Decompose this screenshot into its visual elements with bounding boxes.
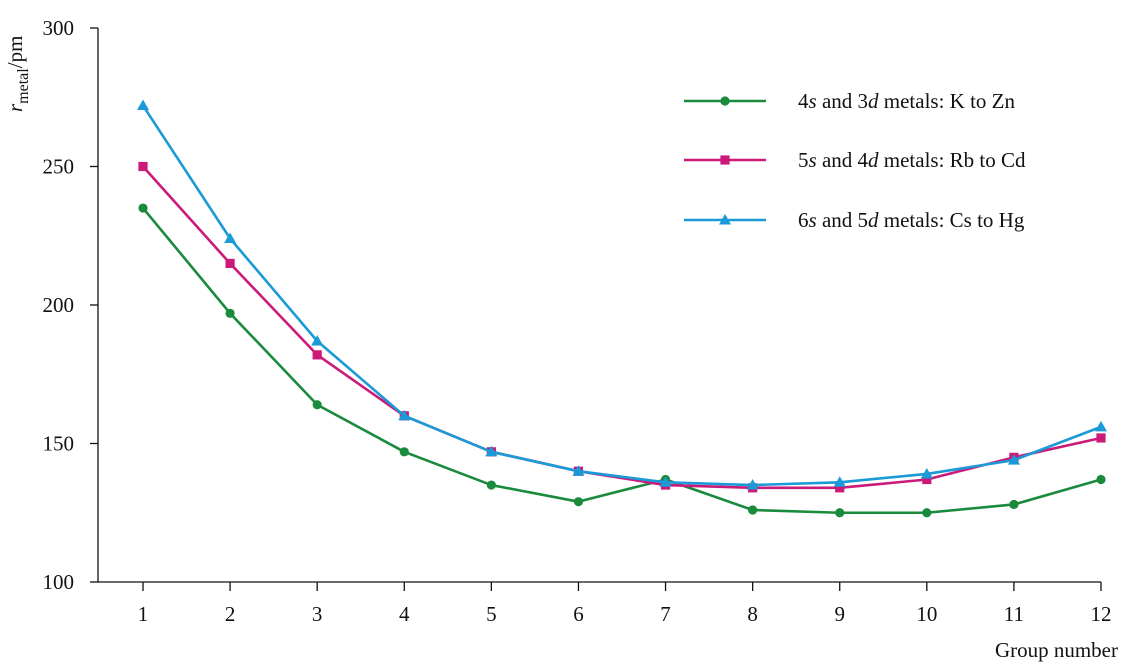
- x-tick-label: 12: [1091, 602, 1112, 626]
- data-point-triangle: [1095, 420, 1107, 432]
- data-point-square: [1096, 433, 1106, 443]
- data-point-circle: [312, 400, 322, 410]
- data-point-square: [138, 161, 148, 172]
- legend-label: 6s and 5d metals: Cs to Hg: [798, 208, 1025, 232]
- data-point-triangle: [485, 445, 498, 457]
- legend-label-part: d: [868, 148, 879, 172]
- legend-label-part: s: [809, 89, 817, 113]
- series-3: [137, 99, 1107, 490]
- data-point-triangle: [920, 467, 933, 479]
- data-point-circle: [748, 505, 758, 515]
- legend-label: 4s and 3d metals: K to Zn: [798, 89, 1015, 113]
- series-line: [142, 165, 1102, 490]
- legend-label-part: s: [809, 208, 817, 232]
- x-axis-title: Group number: [995, 638, 1118, 662]
- data-point-square: [312, 350, 322, 360]
- data-point-square: [835, 483, 845, 493]
- data-point-triangle: [398, 409, 411, 421]
- legend-item-3: 6s and 5d metals: Cs to Hg: [684, 208, 1025, 232]
- legend-label: 5s and 4d metals: Rb to Cd: [798, 148, 1026, 172]
- data-point-triangle: [311, 335, 324, 346]
- data-point-triangle: [746, 479, 759, 490]
- y-tick-label: 250: [43, 155, 75, 179]
- data-point-square: [225, 258, 235, 269]
- x-tick-label: 4: [399, 602, 410, 626]
- series-layer: [137, 99, 1107, 518]
- legend-label-part: 4: [798, 89, 809, 113]
- data-point-square: [922, 474, 932, 485]
- data-point-triangle: [1007, 454, 1020, 465]
- series-line: [141, 104, 1102, 487]
- y-tick-label: 100: [43, 570, 75, 594]
- data-point-circle: [922, 508, 932, 518]
- data-point-circle: [573, 497, 584, 507]
- data-point-triangle: [137, 99, 149, 111]
- series-line: [141, 207, 1102, 515]
- data-point-circle: [138, 203, 148, 213]
- legend-label-part: metals: K to Zn: [879, 89, 1016, 113]
- data-point-triangle: [572, 465, 585, 476]
- data-point-circle: [399, 447, 409, 457]
- legend-label-part: 5: [798, 148, 809, 172]
- x-tick-label: 6: [573, 602, 584, 626]
- data-point-circle: [486, 480, 496, 490]
- data-point-circle: [225, 308, 235, 318]
- legend-item-2: 5s and 4d metals: Rb to Cd: [684, 148, 1026, 172]
- legend-label-part: d: [868, 89, 879, 113]
- x-tick-label: 1: [138, 602, 149, 626]
- legend-label-part: and 5: [817, 208, 868, 232]
- y-axis-title: rmetal/pm: [3, 36, 32, 112]
- data-point-triangle: [224, 232, 237, 244]
- legend-label-part: metals: Cs to Hg: [879, 208, 1025, 232]
- y-axis-subscript: metal: [15, 68, 32, 104]
- data-point-triangle: [719, 214, 731, 225]
- legend-label-part: s: [809, 148, 817, 172]
- series-1: [138, 203, 1106, 518]
- data-point-triangle: [659, 476, 672, 487]
- x-tick-label: 9: [834, 602, 845, 626]
- legend-item-1: 4s and 3d metals: K to Zn: [684, 89, 1015, 113]
- legend-label-part: and 3: [817, 89, 868, 113]
- legend-label-part: d: [868, 208, 879, 232]
- y-axis-symbol: r: [3, 103, 27, 112]
- legend-label-part: metals: Rb to Cd: [879, 148, 1027, 172]
- x-tick-label: 11: [1004, 602, 1024, 626]
- legend-label-part: and 4: [817, 148, 869, 172]
- y-tick-label: 300: [43, 16, 75, 40]
- x-tick-label: 3: [312, 602, 323, 626]
- y-tick-label: 200: [43, 293, 75, 317]
- x-tick-label: 10: [916, 602, 937, 626]
- data-point-circle: [1096, 474, 1106, 485]
- x-tick-label: 7: [660, 602, 671, 626]
- y-tick-label: 150: [43, 432, 75, 456]
- data-point-circle: [720, 96, 730, 106]
- data-point-circle: [835, 508, 845, 518]
- data-point-square: [720, 155, 730, 165]
- x-tick-label: 5: [486, 602, 497, 626]
- y-axis-unit: /pm: [3, 36, 27, 69]
- data-point-circle: [1009, 499, 1019, 510]
- data-point-triangle: [833, 476, 846, 487]
- x-tick-label: 2: [225, 602, 236, 626]
- x-tick-label: 8: [747, 602, 758, 626]
- legend-label-part: 6: [798, 208, 809, 232]
